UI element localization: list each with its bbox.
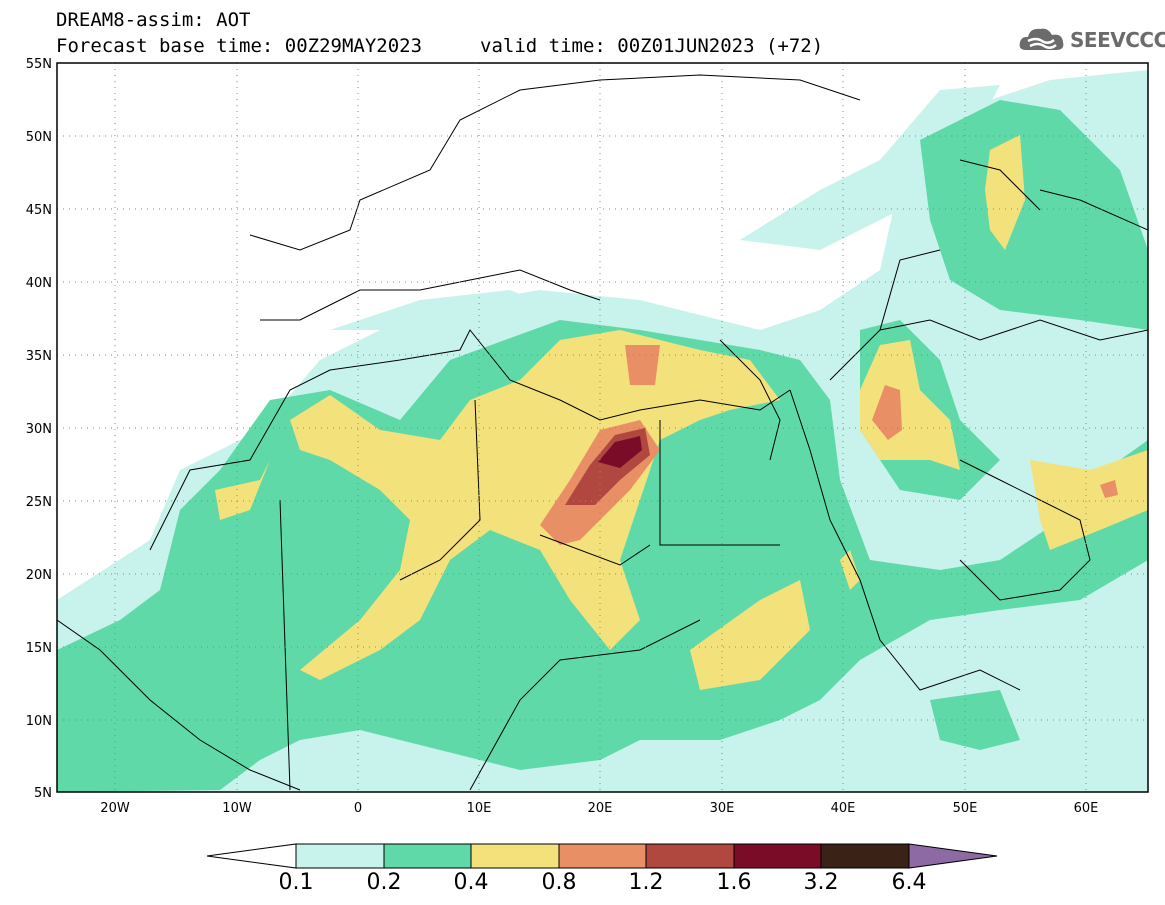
- lat-axis: 55N 50N 45N 40N 35N 30N 25N 20N 15N 10N …: [26, 57, 52, 801]
- colorbar-swatch: [820, 843, 910, 869]
- colorbar-label: 0.4: [453, 870, 489, 895]
- lon-tick: 20W: [100, 801, 130, 816]
- colorbar-max-arrow: [908, 843, 998, 869]
- lon-tick: 60E: [1074, 801, 1099, 816]
- colorbar-label: 3.2: [803, 870, 839, 895]
- colorbar: [206, 843, 998, 869]
- colorbar-label: 0.1: [278, 870, 314, 895]
- colorbar-label: 1.6: [716, 870, 752, 895]
- lat-tick: 20N: [26, 568, 52, 583]
- lat-tick: 25N: [26, 495, 52, 510]
- colorbar-swatch: [383, 843, 472, 869]
- lon-tick: 40E: [831, 801, 856, 816]
- lon-tick: 10W: [222, 801, 252, 816]
- map-frame: [56, 62, 1149, 793]
- lat-tick: 35N: [26, 349, 52, 364]
- colorbar-swatch: [470, 843, 560, 869]
- lon-tick: 10E: [467, 801, 492, 816]
- logo-text: SEEVCCC: [1070, 28, 1165, 52]
- lat-tick: 55N: [26, 57, 52, 72]
- colorbar-label: 1.2: [628, 870, 664, 895]
- lon-tick: 50E: [953, 801, 978, 816]
- valid-time-label: valid time: 00Z01JUN2023 (+72): [480, 35, 824, 57]
- aot-field: [57, 63, 1148, 792]
- lon-tick: 20E: [588, 801, 613, 816]
- lat-tick: 30N: [26, 422, 52, 437]
- colorbar-label: 0.8: [541, 870, 577, 895]
- map-title: DREAM8-assim: AOT: [56, 9, 251, 31]
- cloud-icon: [1019, 28, 1064, 50]
- base-time-label: Forecast base time: 00Z29MAY2023: [56, 35, 423, 57]
- lat-tick: 50N: [26, 130, 52, 145]
- lat-tick: 45N: [26, 203, 52, 218]
- lat-tick: 40N: [26, 276, 52, 291]
- colorbar-swatch: [558, 843, 647, 869]
- lon-tick: 30E: [710, 801, 735, 816]
- colorbar-swatch: [733, 843, 822, 869]
- lat-tick: 10N: [26, 714, 52, 729]
- lon-tick: 0: [354, 801, 362, 816]
- colorbar-min-arrow: [206, 843, 297, 869]
- lon-axis: 20W 10W 0 10E 20E 30E 40E 50E 60E: [100, 801, 1098, 816]
- colorbar-swatch: [295, 843, 385, 869]
- seevccc-logo: SEEVCCC: [1018, 24, 1165, 54]
- lat-tick: 15N: [26, 641, 52, 656]
- colorbar-label: 6.4: [891, 870, 927, 895]
- colorbar-swatch: [645, 843, 735, 869]
- lat-tick: 5N: [34, 786, 52, 801]
- colorbar-label: 0.2: [366, 870, 402, 895]
